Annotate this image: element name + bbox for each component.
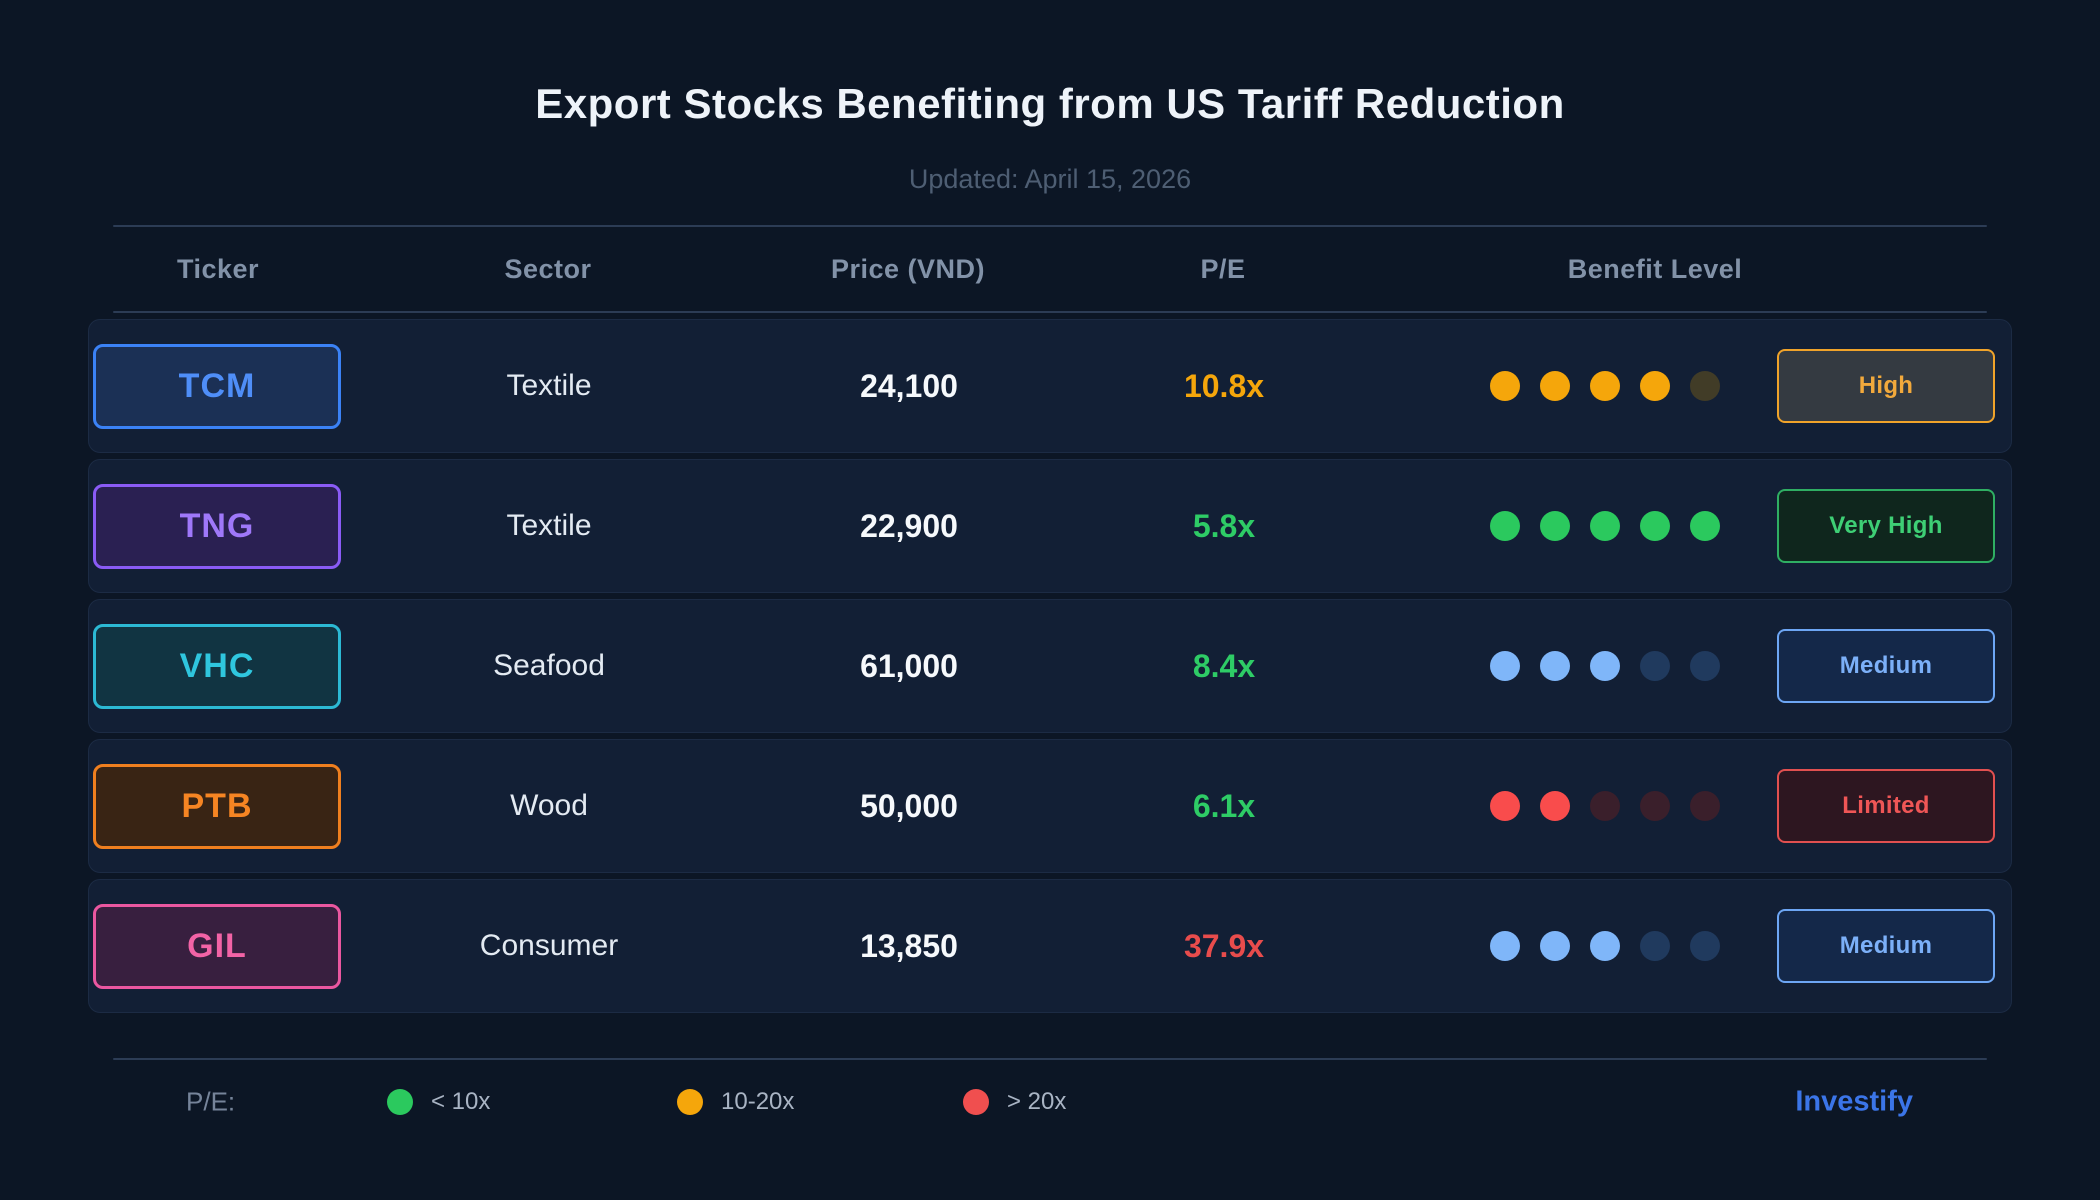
benefit-dot-filled — [1690, 511, 1720, 541]
benefit-dot-empty — [1590, 791, 1620, 821]
ticker-badge: VHC — [93, 623, 341, 709]
legend-item: > 20x — [963, 1088, 1066, 1116]
benefit-dot-empty — [1640, 651, 1670, 681]
table-row: TCM Textile 24,100 10.8x High — [88, 319, 2012, 453]
legend-dot-icon — [963, 1089, 989, 1115]
price-cell: 61,000 — [860, 647, 958, 684]
price-cell: 50,000 — [860, 787, 958, 824]
pe-cell: 37.9x — [1183, 927, 1265, 964]
benefit-dot-filled — [1490, 791, 1520, 821]
legend-label: < 10x — [431, 1088, 491, 1115]
ticker-badge: GIL — [93, 903, 341, 989]
price-cell: 24,100 — [860, 367, 958, 404]
benefit-dot-filled — [1540, 511, 1570, 541]
table-body: TCM Textile 24,100 10.8x High TNG Textil… — [88, 319, 2012, 1013]
benefit-dots — [1379, 511, 1759, 541]
benefit-dot-filled — [1640, 371, 1670, 401]
benefit-dot-filled — [1640, 511, 1670, 541]
column-header-sector: Sector — [504, 253, 592, 284]
sector-cell: Textile — [506, 369, 592, 402]
pe-cell: 5.8x — [1192, 507, 1256, 544]
benefit-dot-filled — [1540, 651, 1570, 681]
column-header-price: Price (VND) — [830, 253, 986, 284]
benefit-dot-filled — [1540, 791, 1570, 821]
ticker-badge: TNG — [93, 483, 341, 569]
divider-header — [113, 311, 1987, 313]
benefit-dot-filled — [1490, 651, 1520, 681]
table-row: VHC Seafood 61,000 8.4x Medium — [88, 599, 2012, 733]
pe-cell: 10.8x — [1183, 367, 1265, 404]
updated-date: Updated: April 15, 2026 — [908, 164, 1192, 194]
sector-cell: Textile — [506, 509, 592, 542]
benefit-dots — [1379, 931, 1759, 961]
legend-item: < 10x — [387, 1088, 490, 1116]
table-row: TNG Textile 22,900 5.8x Very High — [88, 459, 2012, 593]
footer: P/E: Investify < 10x 10-20x > 20x — [113, 1060, 1987, 1144]
benefit-dot-empty — [1640, 931, 1670, 961]
benefit-dot-filled — [1540, 371, 1570, 401]
ticker-badge: PTB — [93, 763, 341, 849]
benefit-level-badge: Very High — [1777, 489, 1995, 563]
benefit-dot-empty — [1640, 791, 1670, 821]
benefit-level-badge: High — [1777, 349, 1995, 423]
sector-cell: Seafood — [493, 649, 605, 682]
brand-logo: Investify — [1795, 1085, 1913, 1118]
legend-dot-icon — [387, 1089, 413, 1115]
legend-label: > 20x — [1007, 1088, 1067, 1115]
ticker-badge: TCM — [93, 343, 341, 429]
benefit-dots — [1379, 651, 1759, 681]
benefit-dot-filled — [1490, 511, 1520, 541]
price-cell: 13,850 — [860, 927, 958, 964]
benefit-dot-filled — [1590, 371, 1620, 401]
divider-bottom — [113, 1058, 1987, 1060]
benefit-dot-empty — [1690, 371, 1720, 401]
column-header-benefit-level: Benefit Level — [1567, 253, 1743, 284]
benefit-dot-filled — [1590, 931, 1620, 961]
benefit-dots — [1379, 791, 1759, 821]
benefit-dot-filled — [1540, 931, 1570, 961]
benefit-dot-filled — [1590, 651, 1620, 681]
benefit-dot-empty — [1690, 651, 1720, 681]
benefit-dot-filled — [1490, 931, 1520, 961]
benefit-dot-filled — [1490, 371, 1520, 401]
benefit-dot-filled — [1590, 511, 1620, 541]
price-cell: 22,900 — [860, 507, 958, 544]
benefit-dot-empty — [1690, 791, 1720, 821]
legend-item: 10-20x — [677, 1088, 794, 1116]
legend-title: P/E: — [186, 1086, 236, 1117]
benefit-dot-empty — [1690, 931, 1720, 961]
sector-cell: Wood — [510, 789, 588, 822]
sector-cell: Consumer — [479, 929, 619, 962]
benefit-level-badge: Medium — [1777, 909, 1995, 983]
benefit-level-badge: Medium — [1777, 629, 1995, 703]
divider-top — [113, 225, 1987, 227]
table-row: GIL Consumer 13,850 37.9x Medium — [88, 879, 2012, 1013]
table-header: Ticker Sector Price (VND) P/E Benefit Le… — [88, 227, 2012, 311]
table-row: PTB Wood 50,000 6.1x Limited — [88, 739, 2012, 873]
column-header-pe: P/E — [1200, 253, 1246, 284]
legend-label: 10-20x — [721, 1088, 795, 1115]
column-header-ticker: Ticker — [176, 253, 260, 284]
pe-cell: 8.4x — [1192, 647, 1256, 684]
benefit-dots — [1379, 371, 1759, 401]
pe-cell: 6.1x — [1192, 787, 1256, 824]
benefit-level-badge: Limited — [1777, 769, 1995, 843]
legend-dot-icon — [677, 1089, 703, 1115]
page-title: Export Stocks Benefiting from US Tariff … — [535, 80, 1565, 127]
